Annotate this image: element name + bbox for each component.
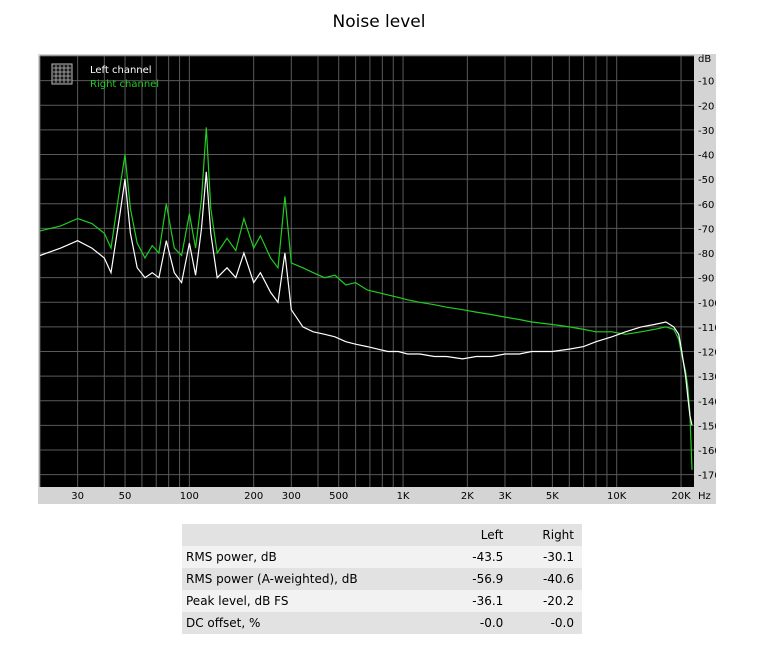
x-tick-label: 5K (546, 491, 559, 502)
stats-left-value: -36.1 (421, 590, 512, 612)
x-tick-label: 20K (671, 491, 691, 502)
x-tick-label: 3K (499, 491, 512, 502)
stats-row: Peak level, dB FS -36.1 -20.2 (182, 590, 582, 612)
y-tick-label: -60 (698, 200, 714, 211)
chart-title: Noise level (332, 12, 426, 32)
x-tick-label: 30 (71, 491, 84, 502)
axis-labels: 30 50 100 200 300 500 1K 2K 3K 5K 10K 20K Hz dB -10 -20… (71, 54, 716, 502)
stats-table: Left Right RMS power, dB -43.5 -30.1 RMS… (182, 524, 582, 634)
stats-header-row: Left Right (182, 524, 582, 546)
y-tick-label: -120 (698, 348, 716, 359)
legend-entry: Right channel (90, 79, 159, 90)
x-tick-label: 200 (244, 491, 263, 502)
y-tick-label: -150 (698, 421, 716, 432)
stats-metric: DC offset, % (182, 612, 422, 634)
legend-grid-icon (51, 63, 73, 85)
stats-left-value: -0.0 (421, 612, 512, 634)
y-tick-label: -80 (698, 249, 714, 260)
chart-frame: 30 50 100 200 300 500 1K 2K 3K 5K 10K 20K Hz dB -10 -20… (38, 54, 716, 504)
x-tick-label: 100 (180, 491, 199, 502)
grid-lines (39, 55, 694, 487)
x-unit-label: Hz (698, 491, 711, 502)
stats-row: RMS power, dB -43.5 -30.1 (182, 546, 582, 568)
y-tick-label: -160 (698, 446, 716, 457)
stats-right-value: -20.2 (511, 590, 582, 612)
y-tick-label: -30 (698, 126, 714, 137)
stats-right-value: -0.0 (511, 612, 582, 634)
y-tick-label: -130 (698, 372, 716, 383)
stats-metric: Peak level, dB FS (182, 590, 422, 612)
y-tick-label: -20 (698, 101, 714, 112)
series-line-left-channel (39, 171, 693, 426)
y-tick-label: -100 (698, 298, 716, 309)
stats-row: RMS power (A-weighted), dB -56.9 -40.6 (182, 568, 582, 590)
y-tick-label: -10 (698, 77, 714, 88)
x-tick-label: 1K (397, 491, 410, 502)
x-tick-label: 10K (607, 491, 627, 502)
y-tick-label: -70 (698, 224, 714, 235)
legend-entry: Left channel (90, 65, 152, 76)
x-tick-label: 300 (282, 491, 301, 502)
y-tick-label: -170 (698, 471, 716, 482)
series-line-right-channel (39, 127, 693, 470)
noise-spectrum-chart: 30 50 100 200 300 500 1K 2K 3K 5K 10K 20K Hz dB -10 -20… (39, 54, 716, 502)
stats-header-metric (182, 524, 422, 546)
stats-metric: RMS power (A-weighted), dB (182, 568, 422, 590)
stats-right-value: -40.6 (511, 568, 582, 590)
legend: Left channel Right channel (51, 63, 159, 90)
x-tick-label: 500 (329, 491, 348, 502)
stats-right-value: -30.1 (511, 546, 582, 568)
series-lines (39, 127, 693, 470)
x-tick-label: 50 (119, 491, 132, 502)
stats-header-left: Left (421, 524, 512, 546)
stats-left-value: -56.9 (421, 568, 512, 590)
x-tick-label: 2K (461, 491, 474, 502)
y-unit-label: dB (698, 54, 711, 65)
stats-header-right: Right (511, 524, 582, 546)
stats-metric: RMS power, dB (182, 546, 422, 568)
y-tick-label: -140 (698, 397, 716, 408)
y-tick-label: -40 (698, 151, 714, 162)
y-tick-label: -50 (698, 175, 714, 186)
y-tick-label: -110 (698, 323, 716, 334)
plot-area (40, 56, 694, 487)
y-tick-label: -90 (698, 274, 714, 285)
stats-left-value: -43.5 (421, 546, 512, 568)
stats-row: DC offset, % -0.0 -0.0 (182, 612, 582, 634)
